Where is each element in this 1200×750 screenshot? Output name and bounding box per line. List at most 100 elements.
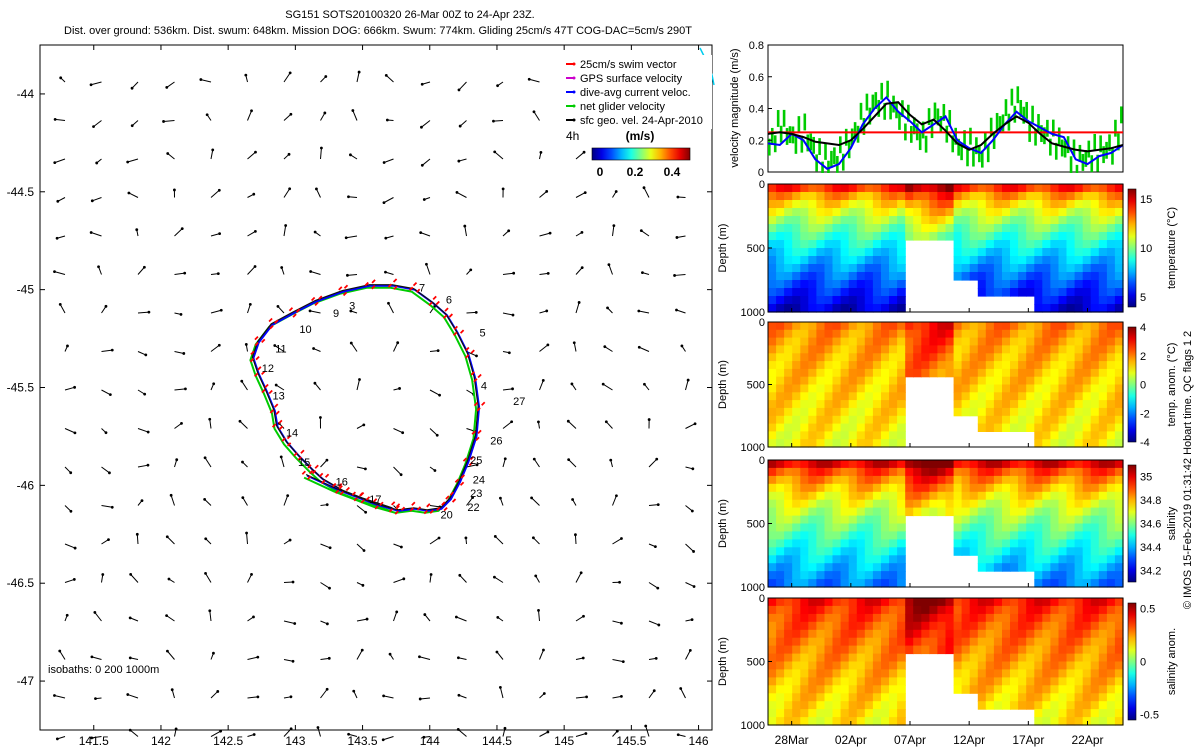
section-cell — [1050, 240, 1060, 249]
section-cell — [1114, 621, 1124, 631]
section-cell — [824, 598, 834, 607]
section-cell — [872, 693, 882, 702]
section-cell — [945, 507, 955, 517]
section-cell — [1114, 685, 1124, 694]
section-colorbar-label: salinity — [1166, 506, 1178, 540]
section-colorbar-tick-label: 15 — [1140, 194, 1152, 206]
section-cell — [1098, 499, 1108, 509]
section-cell — [1010, 224, 1019, 233]
section-cell — [800, 415, 809, 425]
current-vector-head — [382, 161, 386, 164]
section-cell — [1018, 392, 1027, 401]
section-cell — [816, 531, 826, 540]
section-cell — [824, 376, 834, 386]
section-cell — [1018, 523, 1027, 532]
net-velocity-bar — [770, 127, 774, 145]
section-cell — [881, 232, 890, 241]
section-cell — [1034, 669, 1043, 678]
section-cell — [800, 693, 809, 702]
section-cell — [921, 224, 930, 233]
section-cell — [985, 256, 995, 265]
section-cell — [800, 677, 809, 686]
section-cell — [784, 376, 793, 386]
section-cell — [864, 475, 874, 485]
current-vector — [127, 158, 139, 163]
section-cell — [1010, 184, 1019, 193]
current-vector — [91, 656, 102, 660]
current-vector-head — [248, 302, 252, 306]
section-cell — [872, 304, 882, 313]
section-cell — [856, 353, 866, 362]
section-cell — [977, 216, 987, 225]
section-cell — [792, 384, 801, 393]
section-cell — [1026, 605, 1035, 615]
section-cell — [1042, 515, 1051, 525]
section-cell — [993, 264, 1003, 273]
section-cell — [1034, 709, 1043, 718]
swim-vector — [426, 503, 431, 508]
section-cell — [1042, 499, 1051, 509]
section-cell — [816, 717, 826, 726]
section-cell — [1082, 507, 1092, 517]
current-vector-head — [325, 622, 329, 626]
section-cell — [776, 272, 785, 281]
section-cell — [768, 523, 777, 532]
map-y-tick-label: -45.5 — [7, 381, 35, 395]
swim-vector — [394, 510, 399, 515]
section-cell — [864, 192, 874, 201]
section-cell — [848, 407, 858, 417]
section-cell — [784, 523, 793, 532]
section-cell — [945, 475, 955, 485]
section-cell — [993, 547, 1003, 556]
legend-swatch-head — [572, 104, 576, 108]
swim-vector — [372, 498, 378, 503]
section-cell — [840, 661, 850, 670]
section-cell — [1018, 515, 1027, 525]
section-cell — [776, 337, 785, 346]
section-cell — [800, 571, 809, 580]
section-cell — [792, 531, 801, 540]
section-cell — [961, 272, 971, 281]
section-cell — [1098, 717, 1108, 726]
section-cell — [768, 192, 777, 201]
section-cell — [1114, 329, 1124, 339]
section-cell — [816, 304, 826, 313]
section-cell — [768, 709, 777, 718]
section-cell — [889, 376, 898, 386]
section-cell — [1026, 384, 1035, 393]
current-vector-head — [204, 537, 208, 541]
section-cell — [832, 531, 842, 540]
current-vector-head — [643, 382, 646, 386]
section-cell — [953, 368, 963, 378]
section-cell — [768, 280, 777, 289]
section-cell — [1082, 184, 1092, 193]
section-cell — [881, 555, 890, 564]
section-cell — [768, 539, 777, 548]
section-cell — [784, 605, 793, 615]
current-vector — [356, 543, 365, 551]
section-cell — [872, 368, 882, 378]
section-cell — [1098, 467, 1108, 477]
section-colorbar-label: temperature (°C) — [1166, 207, 1178, 289]
net-velocity-bar — [886, 80, 889, 98]
section-cell — [1090, 288, 1100, 297]
net-velocity-bar — [921, 121, 925, 139]
time-axis: 28Mar 02Apr 07Apr 12Apr 17Apr 22Apr — [775, 733, 1104, 747]
section-cell — [897, 467, 906, 477]
section-cell — [800, 709, 809, 718]
section-cell — [1082, 431, 1092, 440]
section-cell — [1018, 507, 1027, 517]
velocity-y-tick-label: 0.6 — [749, 72, 764, 84]
section-cell — [1042, 400, 1051, 409]
section-cell — [889, 531, 898, 540]
swim-vector — [468, 461, 474, 466]
section-cell — [1074, 621, 1084, 631]
swim-vector — [412, 282, 418, 287]
section-cell — [1066, 280, 1076, 289]
current-vector-head — [385, 118, 389, 122]
section-cell — [768, 392, 777, 401]
current-vector-head — [679, 687, 683, 690]
section-cell — [832, 368, 842, 378]
current-vector — [573, 342, 577, 352]
section-cell — [792, 645, 801, 655]
